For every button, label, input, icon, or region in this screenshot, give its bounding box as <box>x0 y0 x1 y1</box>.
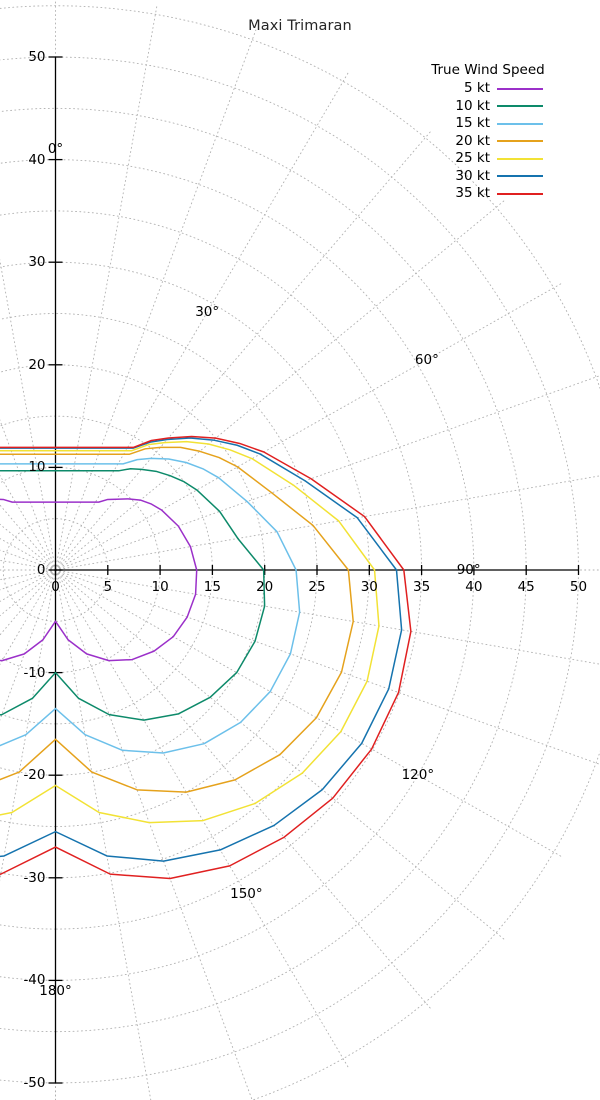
x-tick-label: 50 <box>569 579 588 595</box>
y-tick-label: -10 <box>23 664 46 681</box>
y-tick-label: 10 <box>28 459 46 476</box>
legend: True Wind Speed 5 kt 10 kt 15 kt 20 kt 25 kt… <box>412 62 572 203</box>
x-tick-label: 10 <box>151 579 169 595</box>
legend-color-swatch <box>497 192 543 195</box>
x-tick-label: 25 <box>308 579 326 595</box>
theta-label-60: 60° <box>414 351 439 368</box>
x-tick-label: 40 <box>465 579 483 595</box>
x-tick-label: 5 <box>103 579 113 595</box>
x-tick-label: 0 <box>51 579 60 595</box>
legend-entry-label: 30 kt <box>455 167 490 184</box>
page-title: Maxi Trimaran <box>248 18 352 34</box>
legend-entry[interactable]: 35 kt <box>412 185 572 203</box>
cartesian-axes <box>48 56 580 1084</box>
theta-label-180: 180° <box>39 982 72 999</box>
theta-label-90: 90° <box>456 562 481 578</box>
polar-curve-35-kt <box>0 435 412 880</box>
legend-color-swatch <box>497 140 543 143</box>
y-tick-label: -30 <box>23 869 46 886</box>
x-tick-label: 30 <box>360 579 378 595</box>
polar-curves <box>0 435 412 880</box>
polar-curve-15-kt <box>0 457 301 754</box>
polar-curve-5-kt <box>0 498 198 662</box>
legend-entry-label: 25 kt <box>455 150 490 166</box>
y-tick-label-zero: 0 <box>36 562 46 578</box>
legend-entry[interactable]: 15 kt <box>412 115 572 133</box>
legend-entry[interactable]: 25 kt <box>412 150 572 168</box>
x-tick-label: 15 <box>203 579 221 595</box>
legend-entry-label: 5 kt <box>464 80 490 96</box>
legend-entry[interactable]: 30 kt <box>412 168 572 186</box>
y-tick-label: 40 <box>28 151 46 168</box>
legend-color-swatch <box>497 87 543 90</box>
legend-entry-label: 10 kt <box>455 97 490 114</box>
x-tick-label: 35 <box>413 579 431 595</box>
polar-curve-20-kt <box>0 446 354 793</box>
polar-curve-10-kt <box>0 467 266 721</box>
y-tick-label: -40 <box>23 972 46 989</box>
legend-title: True Wind Speed <box>431 62 545 78</box>
legend-color-swatch <box>497 175 543 178</box>
polar-curve-30-kt <box>0 437 403 862</box>
x-tick-label: 20 <box>256 579 274 595</box>
legend-entry[interactable]: 5 kt <box>412 80 572 98</box>
theta-label-150: 150° <box>230 886 263 903</box>
x-tick-label: 45 <box>517 579 535 595</box>
y-tick-label: -50 <box>23 1075 46 1091</box>
legend-color-swatch <box>497 122 543 125</box>
legend-entries: 5 kt 10 kt 15 kt 20 kt 25 kt 30 kt 35 kt <box>412 80 572 203</box>
legend-color-swatch <box>497 105 543 108</box>
theta-label-120: 120° <box>401 767 435 784</box>
theta-label-0: 0° <box>47 141 64 158</box>
legend-entry[interactable]: 20 kt <box>412 133 572 151</box>
y-tick-label: 30 <box>28 254 46 271</box>
y-tick-label: -20 <box>23 767 46 784</box>
legend-entry-label: 20 kt <box>455 132 490 149</box>
polar-curve-25-kt <box>0 440 380 824</box>
legend-entry-label: 35 kt <box>455 185 490 201</box>
theta-label-30: 30° <box>195 304 220 321</box>
y-tick-label: 20 <box>28 356 46 373</box>
legend-color-swatch <box>497 157 543 160</box>
legend-entry-label: 15 kt <box>455 115 490 131</box>
y-tick-label: 50 <box>28 49 46 65</box>
legend-entry[interactable]: 10 kt <box>412 98 572 116</box>
